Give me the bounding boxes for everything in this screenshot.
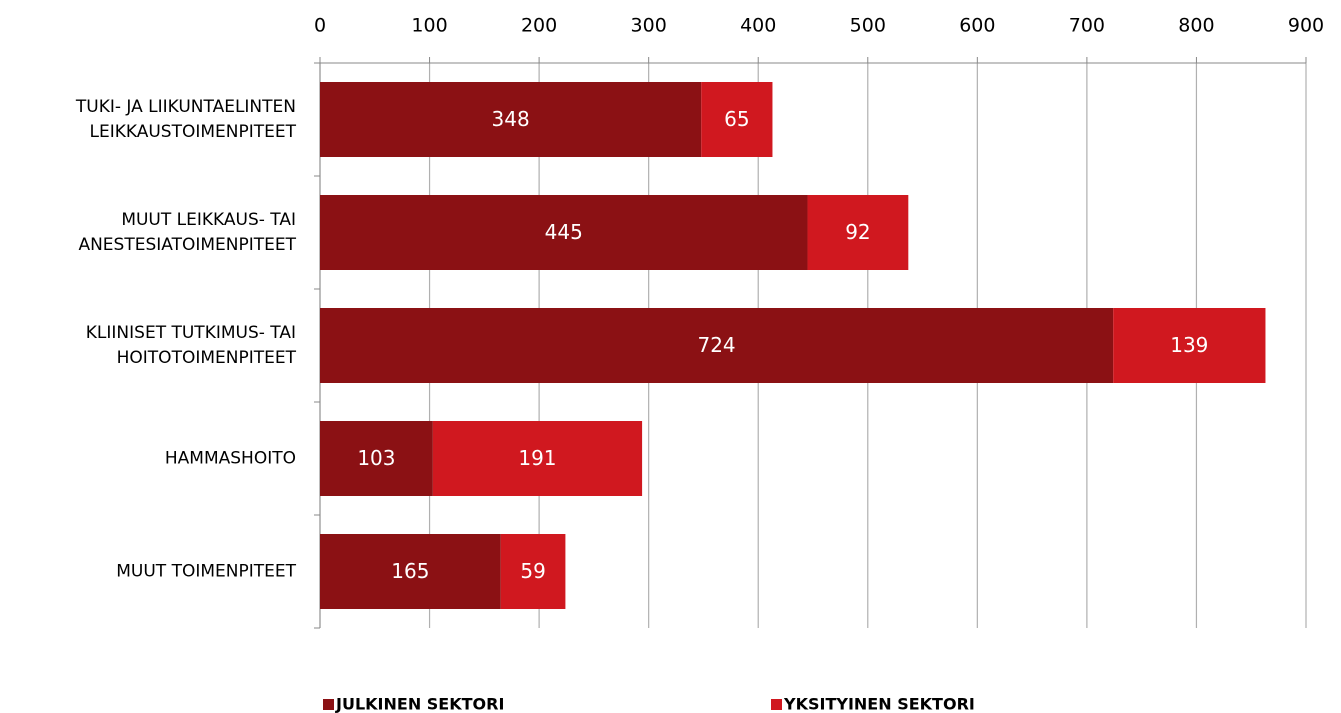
x-tick-label: 200: [521, 15, 557, 37]
category-label: MUUT LEIKKAUS- TAI ANESTESIATOIMENPITEET: [78, 210, 296, 255]
bar-segment: [701, 82, 773, 157]
value-label: 139: [1170, 333, 1208, 357]
bar-segment: [320, 421, 433, 496]
x-tick-label: 700: [1069, 15, 1105, 37]
value-label: 191: [518, 446, 556, 470]
bar-segment: [807, 195, 909, 270]
bar-segment: [320, 308, 1114, 383]
legend-label: JULKINEN SEKTORI: [335, 695, 504, 713]
x-tick-label: 500: [850, 15, 886, 37]
x-tick-label: 0: [314, 15, 326, 37]
value-label: 348: [492, 107, 530, 131]
x-tick-label: 800: [1178, 15, 1214, 37]
value-label: 103: [357, 446, 395, 470]
bar-segment: [500, 534, 566, 609]
x-tick-label: 400: [740, 15, 776, 37]
category-label: HAMMASHOITO: [165, 449, 296, 469]
bar-segment: [320, 534, 501, 609]
category-label: TUKI- JA LIIKUNTAELINTEN LEIKKAUSTOIMENPI…: [75, 97, 297, 142]
value-label: 65: [724, 107, 749, 131]
value-label: 59: [520, 559, 545, 583]
value-label: 92: [845, 220, 870, 244]
bar-segment: [432, 421, 643, 496]
value-label: 445: [545, 220, 583, 244]
legend-swatch: [323, 699, 334, 710]
bar-segment: [320, 195, 808, 270]
bar-segment: [1113, 308, 1266, 383]
bar-segment: [320, 82, 702, 157]
category-label: MUUT TOIMENPITEET: [116, 562, 296, 582]
x-tick-label: 100: [411, 15, 447, 37]
x-tick-label: 600: [959, 15, 995, 37]
legend-label: YKSITYINEN SEKTORI: [783, 695, 975, 713]
legend-swatch: [771, 699, 782, 710]
x-tick-label: 300: [631, 15, 667, 37]
value-label: 724: [697, 333, 735, 357]
value-label: 165: [391, 559, 429, 583]
category-label: KLIINISET TUTKIMUS- TAI HOITOTOIMENPITEET: [86, 323, 297, 368]
x-tick-label: 900: [1288, 15, 1324, 37]
